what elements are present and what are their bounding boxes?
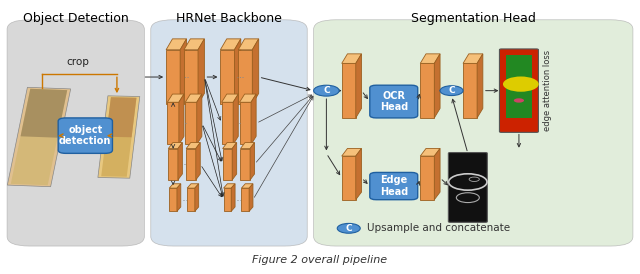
Polygon shape: [239, 94, 256, 102]
FancyBboxPatch shape: [370, 172, 418, 200]
Text: edge attention loss: edge attention loss: [543, 50, 552, 131]
Polygon shape: [239, 102, 251, 144]
Polygon shape: [241, 142, 255, 149]
Polygon shape: [342, 149, 362, 156]
Polygon shape: [241, 184, 253, 188]
Text: object
detection: object detection: [59, 125, 111, 146]
Polygon shape: [249, 184, 253, 211]
Polygon shape: [186, 142, 200, 149]
Polygon shape: [177, 184, 180, 211]
Polygon shape: [223, 188, 231, 211]
FancyBboxPatch shape: [58, 118, 113, 153]
Polygon shape: [8, 87, 70, 187]
Polygon shape: [342, 63, 356, 118]
Polygon shape: [251, 94, 256, 144]
Polygon shape: [506, 55, 532, 118]
Polygon shape: [196, 94, 202, 144]
Polygon shape: [187, 184, 198, 188]
Text: Edge
Head: Edge Head: [380, 175, 408, 197]
Polygon shape: [184, 39, 204, 50]
Circle shape: [440, 86, 463, 96]
Polygon shape: [238, 39, 259, 50]
Polygon shape: [168, 94, 184, 102]
Polygon shape: [168, 142, 182, 149]
Polygon shape: [463, 63, 477, 118]
Polygon shape: [186, 149, 196, 180]
FancyBboxPatch shape: [314, 20, 633, 246]
Polygon shape: [420, 54, 440, 63]
Polygon shape: [435, 54, 440, 118]
Text: C: C: [323, 86, 330, 95]
Polygon shape: [101, 97, 136, 177]
Polygon shape: [356, 149, 362, 200]
Polygon shape: [232, 142, 237, 180]
Text: crop: crop: [66, 58, 89, 67]
Polygon shape: [220, 39, 241, 50]
Polygon shape: [221, 94, 238, 102]
FancyBboxPatch shape: [499, 49, 538, 132]
Polygon shape: [223, 184, 235, 188]
Polygon shape: [241, 149, 250, 180]
Polygon shape: [179, 94, 184, 144]
FancyBboxPatch shape: [449, 153, 487, 222]
Text: C: C: [346, 224, 352, 233]
Text: HRNet Backbone: HRNet Backbone: [176, 12, 282, 25]
Polygon shape: [11, 89, 67, 185]
Polygon shape: [168, 102, 179, 144]
Circle shape: [337, 223, 360, 233]
Polygon shape: [166, 39, 186, 50]
Text: C: C: [448, 86, 455, 95]
Polygon shape: [98, 96, 140, 178]
Polygon shape: [221, 102, 233, 144]
Text: Figure 2 overall pipeline: Figure 2 overall pipeline: [252, 255, 388, 265]
Polygon shape: [185, 102, 196, 144]
Polygon shape: [420, 63, 435, 118]
Polygon shape: [435, 149, 440, 200]
Polygon shape: [184, 50, 198, 104]
Polygon shape: [342, 54, 362, 63]
Polygon shape: [195, 184, 198, 211]
Polygon shape: [166, 50, 180, 104]
Circle shape: [314, 85, 339, 96]
FancyBboxPatch shape: [151, 20, 307, 246]
Polygon shape: [20, 89, 67, 138]
Text: OCR
Head: OCR Head: [380, 91, 408, 112]
Polygon shape: [223, 142, 237, 149]
Polygon shape: [185, 94, 202, 102]
Polygon shape: [241, 188, 249, 211]
Circle shape: [503, 76, 539, 92]
Polygon shape: [420, 156, 435, 200]
Text: Segmentation Head: Segmentation Head: [411, 12, 536, 25]
Polygon shape: [178, 142, 182, 180]
Polygon shape: [231, 184, 235, 211]
Polygon shape: [342, 156, 356, 200]
Polygon shape: [477, 54, 483, 118]
Polygon shape: [420, 149, 440, 156]
Polygon shape: [220, 50, 234, 104]
Polygon shape: [170, 188, 177, 211]
Polygon shape: [196, 142, 200, 180]
FancyBboxPatch shape: [7, 20, 145, 246]
Polygon shape: [234, 39, 241, 104]
Polygon shape: [223, 149, 232, 180]
Polygon shape: [238, 50, 252, 104]
Polygon shape: [168, 149, 178, 180]
Text: Object Detection: Object Detection: [23, 12, 129, 25]
Text: Upsample and concatenate: Upsample and concatenate: [367, 223, 509, 233]
Polygon shape: [170, 184, 180, 188]
Polygon shape: [356, 54, 362, 118]
Polygon shape: [250, 142, 255, 180]
Polygon shape: [463, 54, 483, 63]
Polygon shape: [180, 39, 186, 104]
Polygon shape: [252, 39, 259, 104]
FancyBboxPatch shape: [370, 85, 418, 118]
Polygon shape: [233, 94, 238, 144]
Polygon shape: [187, 188, 195, 211]
Circle shape: [514, 98, 524, 103]
Polygon shape: [198, 39, 204, 104]
Polygon shape: [106, 97, 136, 137]
